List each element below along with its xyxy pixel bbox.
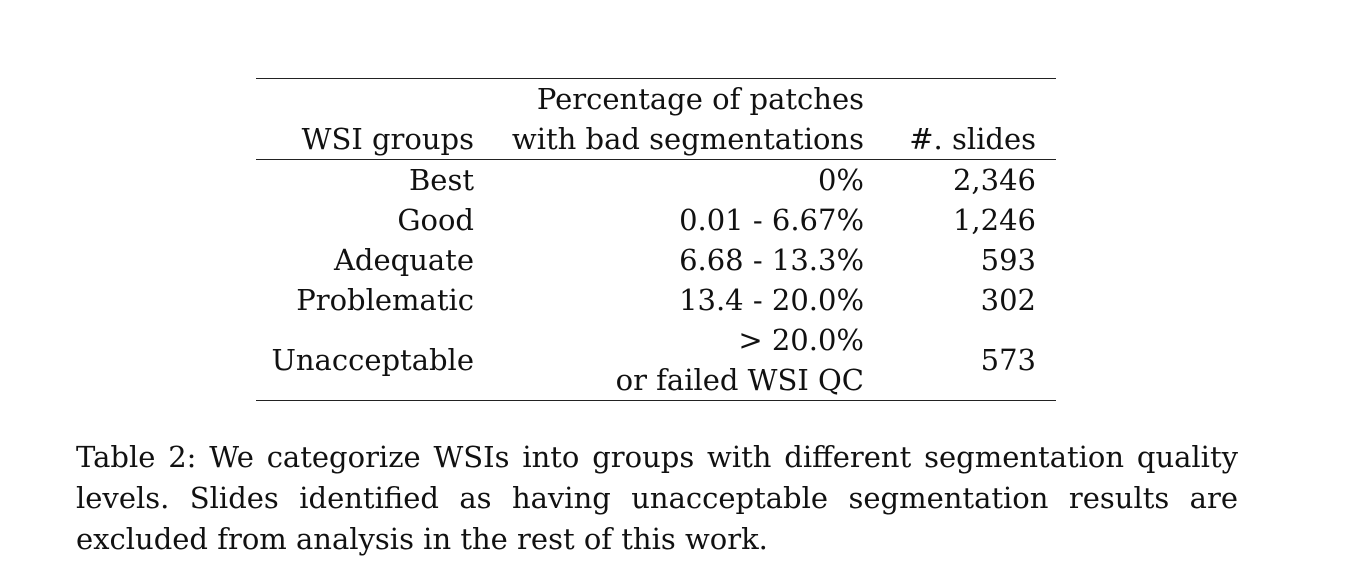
table-header-row: WSI groups Percentage of patches with ba…	[256, 79, 1056, 159]
table-top-rule	[256, 78, 1056, 79]
slides-cell: 573	[980, 343, 1036, 377]
slides-cell: 593	[980, 243, 1036, 277]
header-wsi-groups: WSI groups	[301, 122, 474, 156]
group-cell: Unacceptable	[271, 343, 474, 377]
group-cell: Good	[397, 203, 474, 237]
table-row: Adequate 6.68 - 13.3% 593	[256, 240, 1056, 280]
table-row: Unacceptable > 20.0% or failed WSI QC 57…	[256, 320, 1056, 400]
percentage-cell: 0%	[817, 163, 864, 197]
table-header-rule	[256, 159, 1056, 160]
percentage-cell: > 20.0% or failed WSI QC	[616, 320, 864, 400]
table-row: Problematic 13.4 - 20.0% 302	[256, 280, 1056, 320]
percentage-line1: > 20.0%	[738, 323, 864, 357]
results-table: WSI groups Percentage of patches with ba…	[256, 78, 1056, 401]
slides-cell: 2,346	[952, 163, 1036, 197]
percentage-cell: 0.01 - 6.67%	[679, 203, 864, 237]
table-row: Best 0% 2,346	[256, 160, 1056, 200]
header-percentage-line1: Percentage of patches	[536, 82, 864, 116]
percentage-line2: or failed WSI QC	[615, 363, 864, 397]
group-cell: Adequate	[333, 243, 474, 277]
group-cell: Best	[408, 163, 474, 197]
slides-cell: 302	[980, 283, 1036, 317]
table-caption: Table 2: We categorize WSIs into groups …	[76, 440, 1238, 556]
slides-cell: 1,246	[952, 203, 1036, 237]
table-bottom-rule	[256, 400, 1056, 401]
table-row: Good 0.01 - 6.67% 1,246	[256, 200, 1056, 240]
header-percentage: Percentage of patches with bad segmentat…	[512, 79, 864, 159]
header-percentage-line2: with bad segmentations	[511, 122, 864, 156]
header-slides: #. slides	[909, 122, 1036, 156]
percentage-cell: 6.68 - 13.3%	[679, 243, 864, 277]
percentage-cell: 13.4 - 20.0%	[679, 283, 864, 317]
group-cell: Problematic	[296, 283, 474, 317]
